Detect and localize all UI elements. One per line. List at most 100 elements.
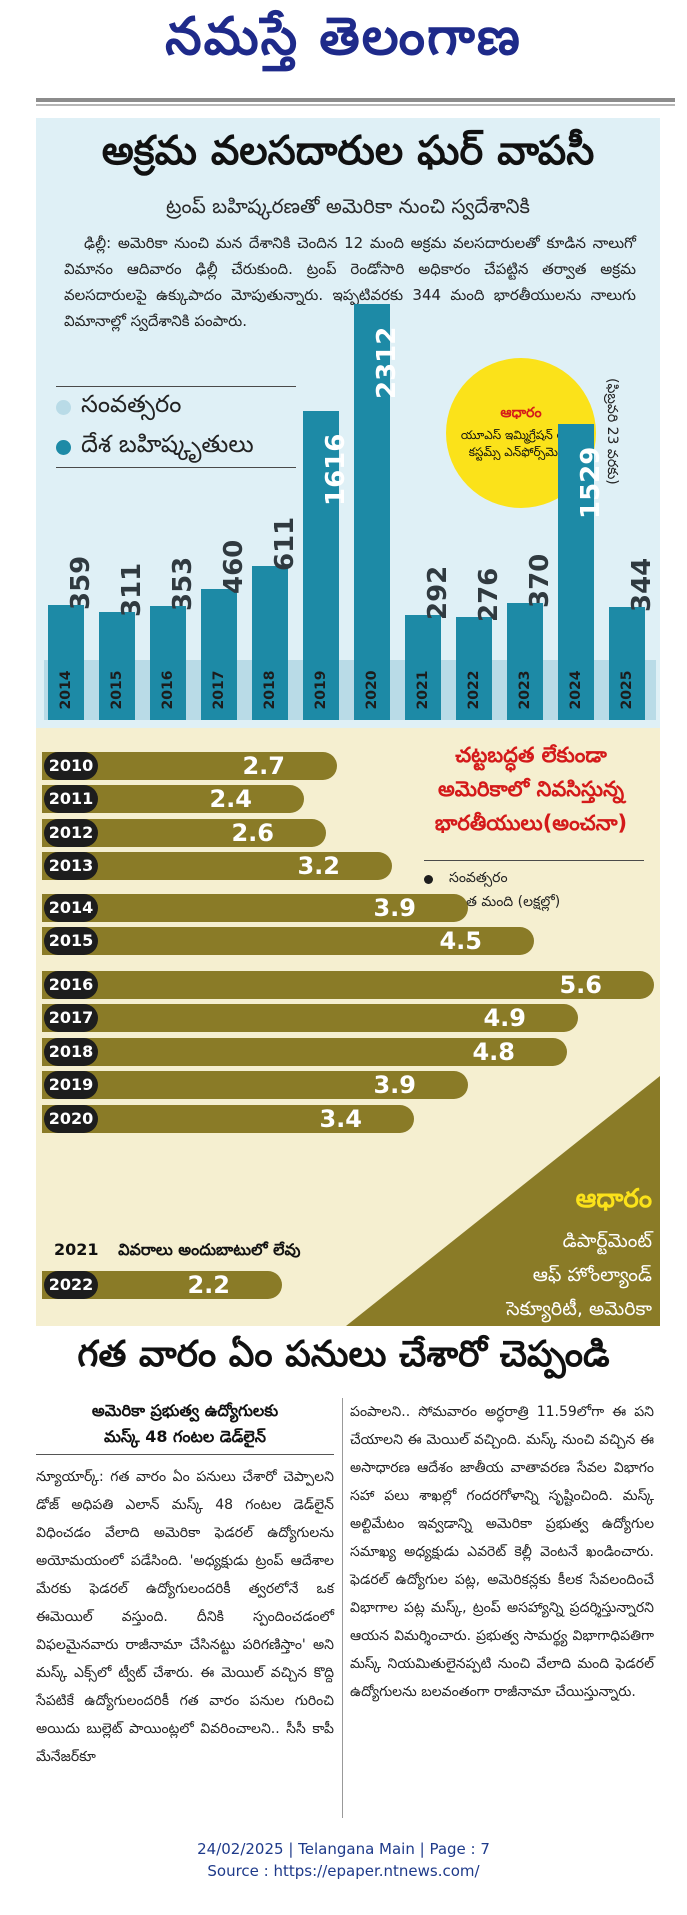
article-kicker: అమెరికా ప్రభుత్వ ఉద్యోగులకు మస్క్ 48 గంట… bbox=[36, 1398, 334, 1450]
deportation-bar-2015 bbox=[99, 612, 135, 720]
undocumented-year-pill: 2010 bbox=[44, 752, 98, 780]
deportation-year-label: 2024 bbox=[568, 670, 584, 710]
column-divider bbox=[342, 1398, 343, 1818]
deportation-bar-2020 bbox=[354, 304, 390, 720]
footer-dateline: 24/02/2025 | Telangana Main | Page : 7 bbox=[197, 1840, 490, 1858]
deportation-year-label: 2019 bbox=[313, 670, 329, 710]
undocumented-bar-2015: 4.5 bbox=[42, 927, 534, 955]
deportation-value-label: 1616 bbox=[321, 434, 351, 506]
deportation-value-label: 370 bbox=[525, 553, 555, 608]
legend-label-year: సంవత్సరం bbox=[81, 390, 182, 418]
deportation-bar-2025 bbox=[609, 607, 645, 720]
undocumented-year-pill: 2011 bbox=[44, 785, 98, 813]
article-left-column: అమెరికా ప్రభుత్వ ఉద్యోగులకు మస్క్ 48 గంట… bbox=[36, 1398, 334, 1771]
article-body-left: న్యూయార్క్: గత వారం ఏం పనులు చేశారో చెప్… bbox=[36, 1469, 334, 1765]
undocumented-year-pill: 2018 bbox=[44, 1038, 98, 1066]
deportation-year-label: 2015 bbox=[109, 670, 125, 710]
deportation-year-label: 2014 bbox=[58, 670, 74, 710]
undocumented-year-pill: 2017 bbox=[44, 1004, 98, 1032]
deportation-bar-2018 bbox=[252, 566, 288, 720]
deportation-year-label: 2020 bbox=[364, 670, 380, 710]
undocumented-year-pill: 2012 bbox=[44, 819, 98, 847]
undocumented-bar-2018: 4.8 bbox=[42, 1038, 567, 1066]
deportation-bar-2014 bbox=[48, 605, 84, 720]
legend-dot-teal bbox=[56, 439, 71, 455]
legend-item-deported: దేశ బహిష్కృతులు bbox=[56, 427, 296, 467]
source-triangle bbox=[346, 1076, 660, 1326]
legend2-label-count: ఎంత మంది (లక్షల్లో) bbox=[449, 893, 561, 910]
undocumented-year-pill: 2020 bbox=[44, 1105, 98, 1133]
deportation-year-label: 2025 bbox=[619, 670, 635, 710]
kicker-rule bbox=[36, 1454, 334, 1455]
legend-dot-light bbox=[56, 399, 71, 415]
deportation-year-label: 2018 bbox=[262, 670, 278, 710]
deportation-value-label: 611 bbox=[270, 516, 300, 571]
deportation-bar-2017 bbox=[201, 589, 237, 720]
undocumented-value-label: 2.7 bbox=[242, 752, 285, 780]
deportation-bar-2022 bbox=[456, 617, 492, 720]
source-triangle-shape bbox=[346, 1076, 660, 1326]
deportation-value-label: 1529 bbox=[576, 447, 606, 519]
undocumented-value-label: 3.9 bbox=[373, 894, 416, 922]
title-line: అమెరికాలో నివసిస్తున్న bbox=[438, 777, 624, 801]
undocumented-bar-2020: 3.4 bbox=[42, 1105, 414, 1133]
infographic-headline: అక్రమ వలసదారుల ఘర్ వాపసీ bbox=[101, 128, 595, 174]
legend2-dot-black bbox=[424, 874, 433, 884]
title-line: భారతీయులు(అంచనా) bbox=[434, 811, 628, 835]
undocumented-value-label: 4.8 bbox=[472, 1038, 515, 1066]
undocumented-value-label: 4.5 bbox=[439, 927, 482, 955]
deportation-year-label: 2017 bbox=[211, 670, 227, 710]
undocumented-bar-2013: 3.2 bbox=[42, 852, 392, 880]
masthead: నమస్తే తెలంగాణ bbox=[0, 0, 687, 108]
deportation-year-label: 2016 bbox=[160, 670, 176, 710]
infographic-intro: ఢిల్లీ: అమెరికా నుంచి మన దేశానికి చెందిన… bbox=[64, 234, 636, 330]
undocumented-value-label: 3.2 bbox=[297, 852, 340, 880]
undocumented-value-label: 4.9 bbox=[483, 1004, 526, 1032]
source-badge-label: ఆధారం bbox=[500, 405, 542, 421]
source-triangle-label: ఆధారం bbox=[575, 1184, 652, 1214]
footer-source: Source : https://epaper.ntnews.com/ bbox=[207, 1862, 480, 1880]
source-line: డిపార్ట్‌మెంట్ bbox=[562, 1230, 652, 1252]
undocumented-value-label: 2.4 bbox=[209, 785, 252, 813]
source-line: సెక్యూరిటీ, అమెరికా bbox=[506, 1298, 652, 1320]
deportation-value-label: 311 bbox=[117, 562, 147, 617]
deportation-value-label: 292 bbox=[423, 565, 453, 620]
undocumented-year-pill: 2014 bbox=[44, 894, 98, 922]
missing-data-row: 2021 వివరాలు అందుబాటులో లేవు bbox=[54, 1236, 300, 1264]
undocumented-bar-2014: 3.9 bbox=[42, 894, 468, 922]
source-triangle-text: ఆధారం డిపార్ట్‌మెంట్ ఆఫ్ హోంల్యాండ్ సెక్… bbox=[346, 1076, 660, 1326]
infographic-subheadline: ట్రంప్ బహిష్కరణతో అమెరికా నుంచి స్వదేశాన… bbox=[166, 194, 530, 218]
legend2-item-year: సంవత్సరం bbox=[424, 867, 644, 891]
article-body-right: పంపాలని.. సోమవారం అర్ధరాత్రి 11.59లోగా ఈ… bbox=[350, 1404, 654, 1700]
undocumented-year-pill: 2022 bbox=[44, 1271, 98, 1299]
deportation-bar-2023 bbox=[507, 603, 543, 720]
undocumented-year-pill: 2015 bbox=[44, 927, 98, 955]
deportation-value-label: 353 bbox=[168, 556, 198, 611]
undocumented-indians-infographic: ఆధారం డిపార్ట్‌మెంట్ ఆఫ్ హోంల్యాండ్ సెక్… bbox=[36, 728, 660, 1326]
deportation-bar-2016 bbox=[150, 606, 186, 720]
undocumented-bar-2016: 5.6 bbox=[42, 971, 654, 999]
deportation-value-label: 460 bbox=[219, 539, 249, 594]
deportation-bar-2021 bbox=[405, 615, 441, 720]
deportation-value-label: 344 bbox=[627, 557, 657, 612]
undocumented-value-label: 3.9 bbox=[373, 1071, 416, 1099]
kicker-line: మస్క్ 48 గంటల డెడ్‌లైన్ bbox=[103, 1427, 267, 1446]
undocumented-bar-2017: 4.9 bbox=[42, 1004, 578, 1032]
deportation-bar-2024 bbox=[558, 424, 594, 720]
horizontal-chart-title: చట్టబద్ధత లేకుండా అమెరికాలో నివసిస్తున్న… bbox=[406, 738, 656, 840]
deportation-value-label: 276 bbox=[474, 567, 504, 622]
source-triangle-body: డిపార్ట్‌మెంట్ ఆఫ్ హోంల్యాండ్ సెక్యూరిటీ… bbox=[506, 1224, 652, 1326]
undocumented-bar-2019: 3.9 bbox=[42, 1071, 468, 1099]
undocumented-year-pill: 2019 bbox=[44, 1071, 98, 1099]
page-footer: 24/02/2025 | Telangana Main | Page : 7 S… bbox=[0, 1838, 687, 1882]
article-right-column: పంపాలని.. సోమవారం అర్ధరాత్రి 11.59లోగా ఈ… bbox=[350, 1398, 654, 1706]
legend-rule-top bbox=[56, 386, 296, 387]
undocumented-value-label: 3.4 bbox=[319, 1105, 362, 1133]
deportation-value-label: 2312 bbox=[372, 327, 402, 399]
deportation-value-label: 359 bbox=[66, 555, 96, 610]
undocumented-value-label: 2.6 bbox=[231, 819, 274, 847]
masthead-rule bbox=[36, 98, 675, 102]
deportation-bar-2019 bbox=[303, 411, 339, 720]
source-badge-text: యూఎస్ ఇమ్మిగ్రేషన్ అండ్ కస్టమ్స్ ఎన్‌ఫోర… bbox=[460, 428, 582, 459]
kicker-line: అమెరికా ప్రభుత్వ ఉద్యోగులకు bbox=[91, 1401, 279, 1420]
